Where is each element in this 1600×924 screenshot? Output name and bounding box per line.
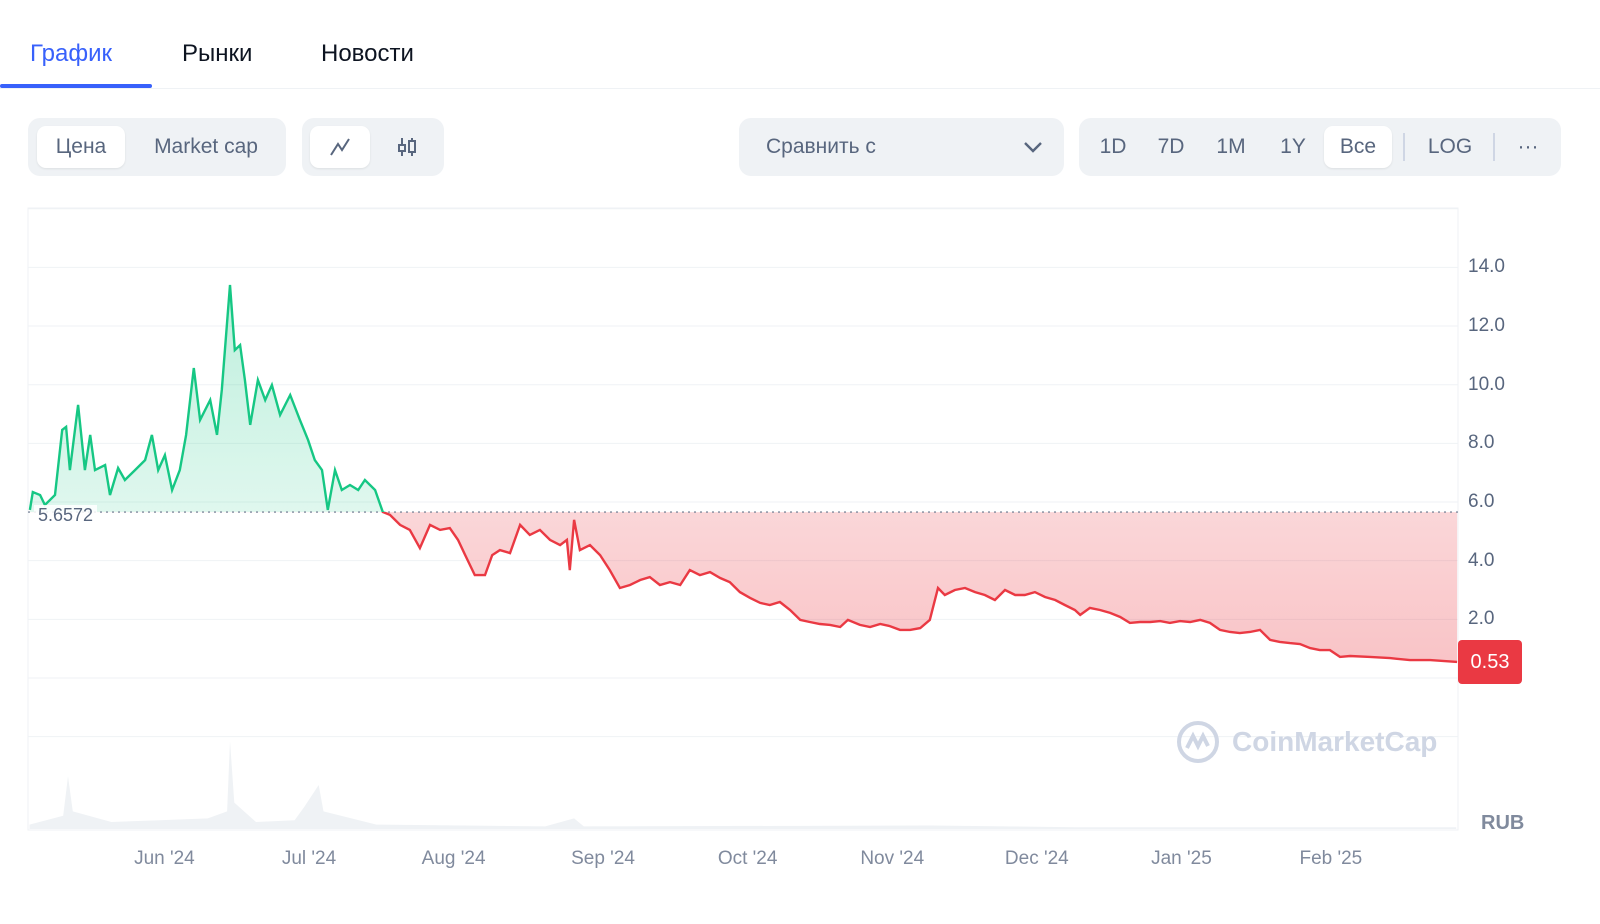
y-tick-label: 6.0 xyxy=(1468,491,1495,513)
volume-area xyxy=(29,741,1457,829)
x-tick-label: Jun '24 xyxy=(134,848,195,869)
y-tick-label: 12.0 xyxy=(1468,315,1505,337)
y-tick-label: 8.0 xyxy=(1468,432,1495,454)
currency-label: RUB xyxy=(1481,812,1525,834)
coinmarketcap-logo-icon xyxy=(1177,721,1219,763)
y-tick-label: 14.0 xyxy=(1468,256,1505,278)
plot-frame xyxy=(27,207,1459,831)
price-line-up xyxy=(28,284,387,512)
line-chart-icon xyxy=(330,138,350,156)
area-below-baseline xyxy=(29,512,1458,662)
x-tick-label: Aug '24 xyxy=(421,848,486,869)
log-toggle[interactable]: LOG xyxy=(1427,135,1473,158)
divider xyxy=(1493,133,1495,161)
tab-bar: График Рынки Новости xyxy=(0,0,1600,89)
x-tick-label: Oct '24 xyxy=(717,848,778,869)
tab-news[interactable]: Новости xyxy=(321,40,414,67)
y-tick-label: 4.0 xyxy=(1468,549,1495,571)
area-above-baseline xyxy=(29,285,383,512)
y-tick-label: 10.0 xyxy=(1468,373,1505,395)
range-selector: 1D 7D 1M 1Y Все LOG ··· xyxy=(1079,118,1561,176)
chart-type-toggle xyxy=(302,118,444,176)
x-tick-label: Jul '24 xyxy=(281,848,337,869)
chevron-down-icon xyxy=(1024,142,1042,153)
range-1m[interactable]: 1M xyxy=(1216,135,1246,158)
x-tick-label: Jan '25 xyxy=(1151,848,1212,869)
x-tick-label: Sep '24 xyxy=(571,848,635,869)
x-tick-label: Dec '24 xyxy=(1004,848,1069,869)
x-tick-label: Feb '25 xyxy=(1299,848,1363,869)
range-1y[interactable]: 1Y xyxy=(1280,135,1306,158)
active-tab-indicator xyxy=(0,84,152,88)
baseline-label: 5.6572 xyxy=(34,505,98,526)
current-price-tag: 0.53 xyxy=(1458,640,1522,684)
tab-chart[interactable]: График xyxy=(30,40,112,67)
watermark-text: CoinMarketCap xyxy=(1232,726,1438,757)
compare-label: Сравнить с xyxy=(766,135,876,158)
divider xyxy=(1403,133,1405,161)
candlestick-button[interactable] xyxy=(378,126,436,168)
watermark: CoinMarketCap xyxy=(1176,720,1437,764)
candlestick-icon xyxy=(398,138,416,156)
price-button[interactable]: Цена xyxy=(37,126,125,168)
x-tick-label: Nov '24 xyxy=(860,848,925,869)
market-cap-button[interactable]: Market cap xyxy=(154,135,258,158)
price-line-down xyxy=(381,512,1458,664)
more-button[interactable]: ··· xyxy=(1517,135,1539,158)
y-tick-label: 2.0 xyxy=(1468,608,1495,630)
compare-dropdown[interactable]: Сравнить с xyxy=(739,118,1064,176)
range-all[interactable]: Все xyxy=(1324,126,1392,168)
range-1d[interactable]: 1D xyxy=(1099,135,1127,158)
line-chart-button[interactable] xyxy=(310,126,370,168)
metric-toggle: Цена Market cap xyxy=(28,118,286,176)
tab-markets[interactable]: Рынки xyxy=(182,40,253,67)
range-7d[interactable]: 7D xyxy=(1157,135,1185,158)
